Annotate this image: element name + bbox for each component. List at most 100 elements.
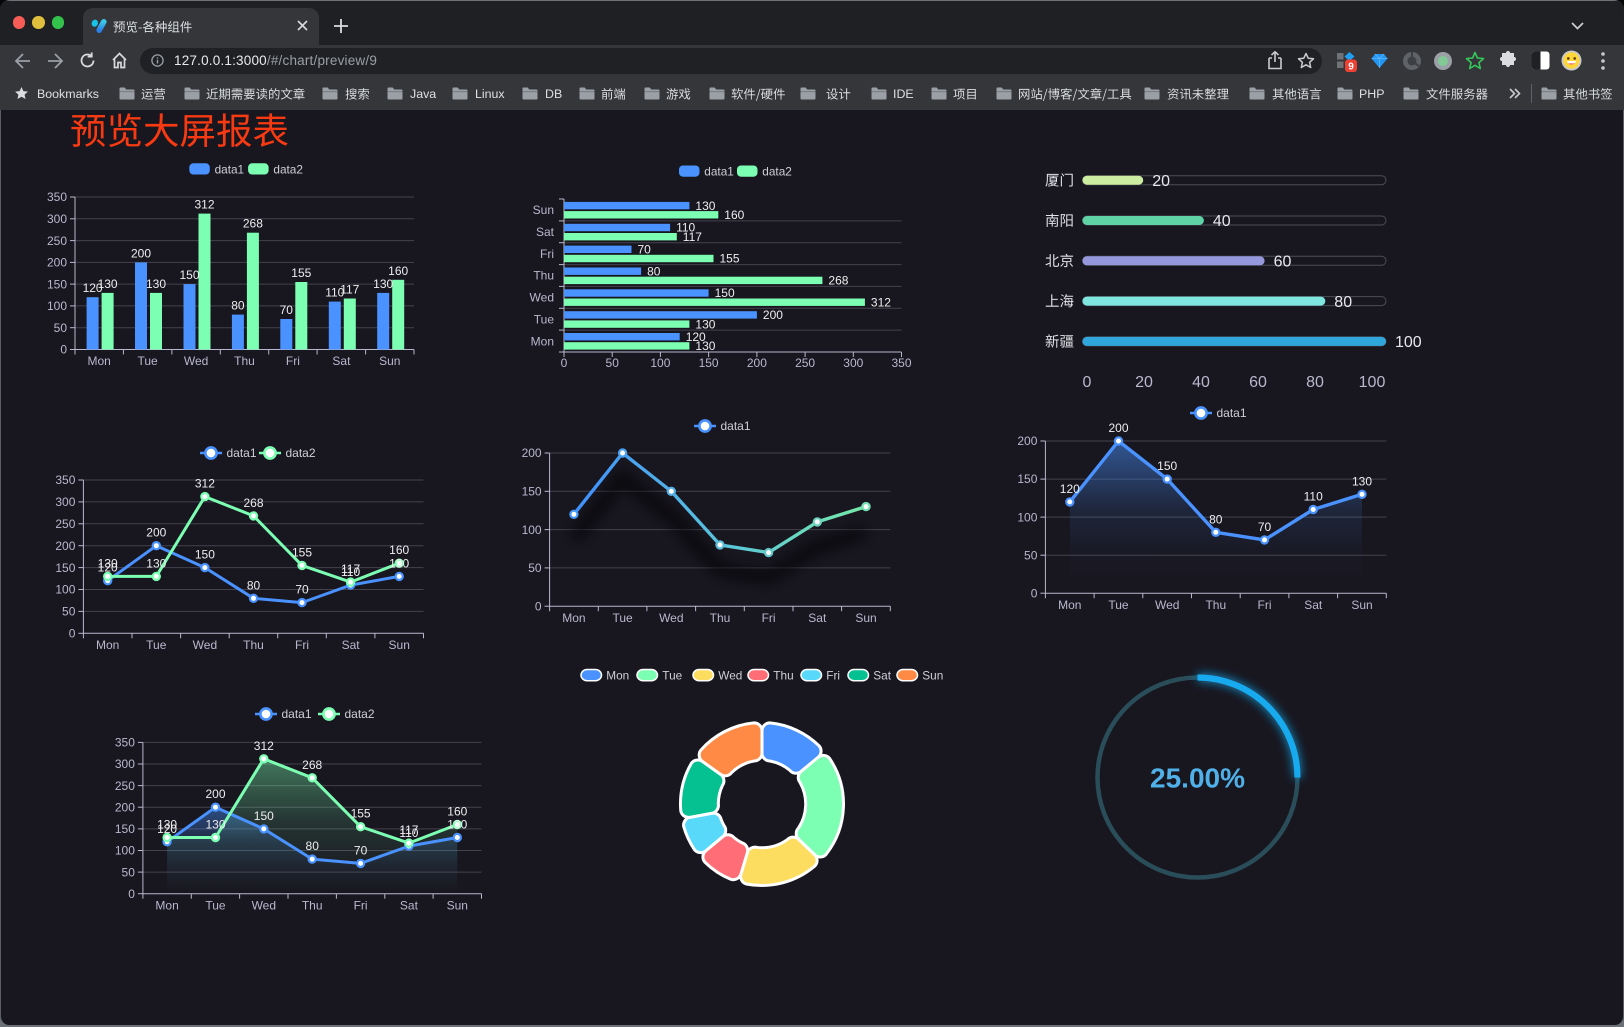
svg-text:Tue: Tue: [1108, 598, 1129, 612]
svg-text:Sat: Sat: [808, 611, 827, 625]
svg-text:Sun: Sun: [533, 203, 554, 217]
svg-text:150: 150: [522, 485, 542, 499]
svg-text:Wed: Wed: [252, 898, 276, 912]
svg-text:20: 20: [1135, 374, 1153, 391]
svg-text:300: 300: [843, 356, 863, 370]
svg-text:200: 200: [747, 356, 767, 370]
svg-text:80: 80: [247, 578, 261, 592]
svg-text:Sun: Sun: [922, 669, 943, 683]
svg-text:Sun: Sun: [1351, 598, 1372, 612]
svg-text:Tue: Tue: [205, 898, 226, 912]
svg-text:80: 80: [306, 839, 320, 853]
svg-text:data1: data1: [215, 162, 245, 176]
svg-text:Fri: Fri: [540, 247, 554, 261]
svg-text:Tue: Tue: [146, 638, 167, 652]
svg-text:Sun: Sun: [379, 354, 400, 368]
svg-text:312: 312: [195, 477, 215, 491]
svg-text:160: 160: [388, 264, 408, 278]
svg-text:data1: data1: [704, 165, 734, 179]
svg-text:80: 80: [1306, 374, 1324, 391]
svg-text:160: 160: [389, 543, 409, 557]
svg-text:150: 150: [195, 548, 215, 562]
svg-text:50: 50: [1024, 548, 1038, 562]
svg-text:Wed: Wed: [184, 354, 208, 368]
svg-text:312: 312: [194, 198, 214, 212]
svg-text:110: 110: [1304, 490, 1323, 504]
svg-text:Sun: Sun: [447, 898, 468, 912]
svg-text:Wed: Wed: [530, 291, 554, 305]
svg-text:60: 60: [1249, 374, 1267, 391]
svg-text:Sat: Sat: [536, 225, 555, 239]
svg-text:Fri: Fri: [295, 638, 309, 652]
svg-text:268: 268: [243, 217, 263, 231]
svg-text:40: 40: [1192, 374, 1210, 391]
svg-text:300: 300: [115, 757, 135, 771]
svg-text:120: 120: [157, 822, 177, 836]
svg-text:120: 120: [1060, 482, 1080, 496]
svg-text:70: 70: [280, 303, 294, 317]
svg-text:100: 100: [650, 356, 670, 370]
svg-text:117: 117: [683, 230, 702, 244]
svg-text:100: 100: [1395, 334, 1422, 351]
svg-text:100: 100: [522, 523, 542, 537]
svg-text:Tue: Tue: [612, 611, 633, 625]
svg-text:100: 100: [47, 299, 67, 313]
svg-text:250: 250: [795, 356, 815, 370]
svg-text:117: 117: [340, 283, 359, 297]
svg-text:130: 130: [146, 277, 166, 291]
svg-text:Wed: Wed: [193, 638, 217, 652]
svg-text:20: 20: [1152, 173, 1170, 190]
svg-text:Thu: Thu: [234, 354, 255, 368]
svg-text:50: 50: [528, 561, 542, 575]
svg-text:100: 100: [1017, 510, 1037, 524]
svg-text:Fri: Fri: [762, 611, 776, 625]
svg-text:110: 110: [676, 221, 695, 235]
svg-text:120: 120: [83, 281, 103, 295]
svg-text:Fri: Fri: [1258, 598, 1272, 612]
svg-text:Thu: Thu: [243, 638, 264, 652]
svg-text:Mon: Mon: [155, 898, 178, 912]
svg-text:0: 0: [1031, 586, 1038, 600]
svg-text:70: 70: [1258, 520, 1272, 534]
svg-text:130: 130: [98, 556, 118, 570]
svg-text:Mon: Mon: [96, 638, 119, 652]
svg-text:Thu: Thu: [710, 611, 731, 625]
svg-text:0: 0: [1083, 374, 1092, 391]
svg-text:150: 150: [115, 822, 135, 836]
svg-text:200: 200: [131, 246, 151, 260]
svg-text:data1: data1: [721, 419, 751, 433]
svg-text:40: 40: [1213, 213, 1231, 230]
svg-text:data2: data2: [762, 165, 792, 179]
svg-text:150: 150: [1157, 459, 1177, 473]
svg-text:Sat: Sat: [400, 898, 419, 912]
svg-text:150: 150: [47, 277, 67, 291]
svg-text:Fri: Fri: [354, 898, 368, 912]
svg-text:150: 150: [699, 356, 719, 370]
svg-text:50: 50: [54, 321, 68, 335]
svg-text:Mon: Mon: [562, 611, 585, 625]
svg-text:130: 130: [695, 199, 715, 213]
svg-text:Wed: Wed: [659, 611, 683, 625]
svg-text:200: 200: [522, 446, 542, 460]
svg-text:350: 350: [47, 190, 67, 204]
svg-text:110: 110: [399, 826, 418, 840]
svg-text:150: 150: [179, 268, 199, 282]
svg-text:Thu: Thu: [533, 269, 554, 283]
svg-text:Sat: Sat: [1304, 598, 1323, 612]
svg-text:130: 130: [373, 277, 393, 291]
svg-text:312: 312: [254, 739, 274, 753]
svg-text:data2: data2: [273, 162, 303, 176]
svg-text:Fri: Fri: [286, 354, 300, 368]
svg-text:250: 250: [115, 779, 135, 793]
svg-text:268: 268: [828, 274, 848, 288]
svg-text:268: 268: [302, 758, 322, 772]
svg-text:Sun: Sun: [389, 638, 410, 652]
svg-text:350: 350: [891, 356, 911, 370]
svg-text:200: 200: [47, 256, 67, 270]
svg-text:Mon: Mon: [88, 354, 111, 368]
svg-text:300: 300: [47, 212, 67, 226]
svg-text:200: 200: [763, 308, 783, 322]
svg-text:50: 50: [122, 865, 136, 879]
svg-text:data1: data1: [1217, 406, 1247, 420]
svg-text:250: 250: [55, 517, 75, 531]
